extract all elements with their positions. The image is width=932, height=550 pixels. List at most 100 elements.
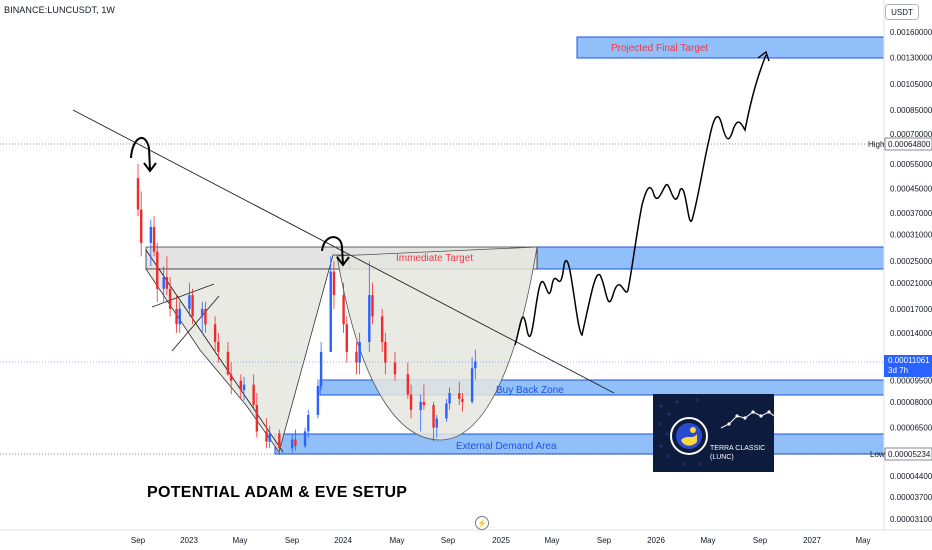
candle-body	[422, 401, 426, 406]
price-tick-6: 0.00045000	[890, 185, 932, 194]
candle-body	[268, 433, 271, 442]
candle-body	[136, 178, 140, 210]
candle-body	[409, 394, 413, 410]
price-tick-18: 0.00003100	[890, 515, 932, 524]
low-label: Low	[870, 450, 885, 459]
candle-body	[162, 277, 165, 289]
setup-title: POTENTIAL ADAM & EVE SETUP	[147, 484, 408, 501]
candle-body	[168, 288, 172, 309]
price-tick-17: 0.00003700	[890, 493, 932, 502]
candle-body	[342, 295, 345, 325]
candle-body	[140, 209, 143, 243]
candle-body	[355, 351, 358, 363]
time-tick-11: May	[700, 536, 715, 545]
candle-body	[345, 324, 348, 352]
candle-body	[316, 386, 320, 415]
price-tick-2: 0.00105000	[890, 80, 932, 89]
buy-back-label: Buy Back Zone	[496, 385, 564, 396]
symbol-ticker[interactable]: BINANCE:LUNCUSDT, 1W	[4, 5, 116, 15]
time-tick-5: May	[389, 536, 404, 545]
candle-body	[380, 316, 384, 342]
logo-graphic	[657, 398, 774, 466]
candle-body	[435, 418, 438, 428]
price-tick-9: 0.00025000	[890, 257, 932, 266]
triangle-upper-line	[151, 283, 215, 308]
candle-body	[149, 226, 153, 243]
time-tick-4: 2024	[334, 536, 352, 545]
candle-body	[419, 401, 422, 410]
candle-body	[474, 361, 477, 369]
mid-reversal-arrowhead	[336, 256, 350, 267]
price-tick-10: 0.00021000	[890, 279, 932, 288]
descending-channel-line	[145, 249, 284, 453]
price-tick-3: 0.00085000	[890, 106, 932, 115]
low-value: 0.00005234	[888, 450, 931, 459]
candle-body	[303, 431, 307, 446]
price-tick-1: 0.00130000	[890, 54, 932, 63]
logo-sparkline	[720, 411, 774, 429]
price-tick-11: 0.00017000	[890, 305, 932, 314]
adam-eve-pattern	[145, 246, 538, 453]
candles-layer	[136, 163, 477, 456]
candle-body	[368, 295, 371, 342]
candle-body	[384, 341, 387, 363]
last-price-value: 0.00011061	[888, 356, 930, 365]
candle-body	[204, 308, 207, 325]
immediate-target-label: Immediate Target	[396, 253, 473, 264]
price-tick-4: 0.00070000	[890, 130, 932, 139]
candle-body	[371, 295, 374, 317]
time-tick-13: 2027	[803, 536, 821, 545]
logo-caption: TERRA CLASSIC (LUNC)	[710, 444, 765, 462]
logo-name: TERRA CLASSIC	[710, 445, 766, 452]
immediate-target-zone	[536, 246, 885, 270]
external-demand-zone	[274, 433, 885, 455]
candle-body	[213, 324, 217, 342]
replay-bolt-icon[interactable]: ⚡	[475, 516, 489, 530]
candle-body	[255, 405, 259, 432]
price-tick-7: 0.00037000	[890, 209, 932, 218]
time-tick-2: May	[232, 536, 247, 545]
candle-body	[470, 368, 474, 402]
candle-body	[265, 431, 268, 442]
candle-body	[393, 362, 397, 375]
time-axis[interactable]: Sep 2023 May Sep 2024 May Sep 2025 May Sep 2026 May…	[0, 529, 932, 545]
price-tick-8: 0.00031000	[890, 231, 932, 240]
time-tick-14: May	[855, 536, 870, 545]
zones-layer	[274, 36, 885, 455]
time-tick-8: May	[544, 536, 559, 545]
currency-badge[interactable]: USDT	[885, 4, 919, 20]
candle-body	[432, 405, 435, 428]
high-value-badge	[884, 137, 932, 151]
last-price-tag: 0.00011061 3d 7h	[884, 355, 932, 377]
price-axis[interactable]: 0.00160000 0.00130000 0.00105000 0.00085000…	[883, 0, 932, 530]
external-demand-label: External Demand Area	[456, 441, 557, 452]
candle-body	[332, 271, 336, 296]
candle-body	[156, 251, 159, 289]
candle-body	[461, 398, 464, 402]
logo-ring	[670, 417, 708, 455]
candle-body	[175, 308, 178, 325]
candle-body	[329, 271, 332, 352]
price-tick-12: 0.00014000	[890, 329, 932, 338]
candle-body	[458, 392, 461, 399]
candle-body	[201, 308, 204, 317]
candle-body	[178, 308, 181, 325]
left-reversal-arrowhead	[143, 162, 157, 173]
candle-body	[165, 277, 169, 289]
candle-body	[406, 374, 410, 395]
candle-body	[191, 295, 194, 317]
price-tick-13: 0.00009500	[890, 377, 932, 386]
time-tick-12: Sep	[753, 536, 768, 545]
time-tick-3: Sep	[285, 536, 300, 545]
time-tick-6: Sep	[441, 536, 456, 545]
time-tick-10: 2026	[647, 536, 665, 545]
high-label: High	[868, 140, 884, 149]
time-tick-7: 2025	[492, 536, 510, 545]
candle-body	[319, 351, 323, 387]
logo-symbol: (LUNC)	[710, 454, 734, 461]
mid-reversal-arrow	[321, 236, 344, 265]
candle-body	[448, 392, 451, 404]
projection-path	[514, 54, 767, 346]
price-tick-16: 0.00004400	[890, 472, 932, 481]
